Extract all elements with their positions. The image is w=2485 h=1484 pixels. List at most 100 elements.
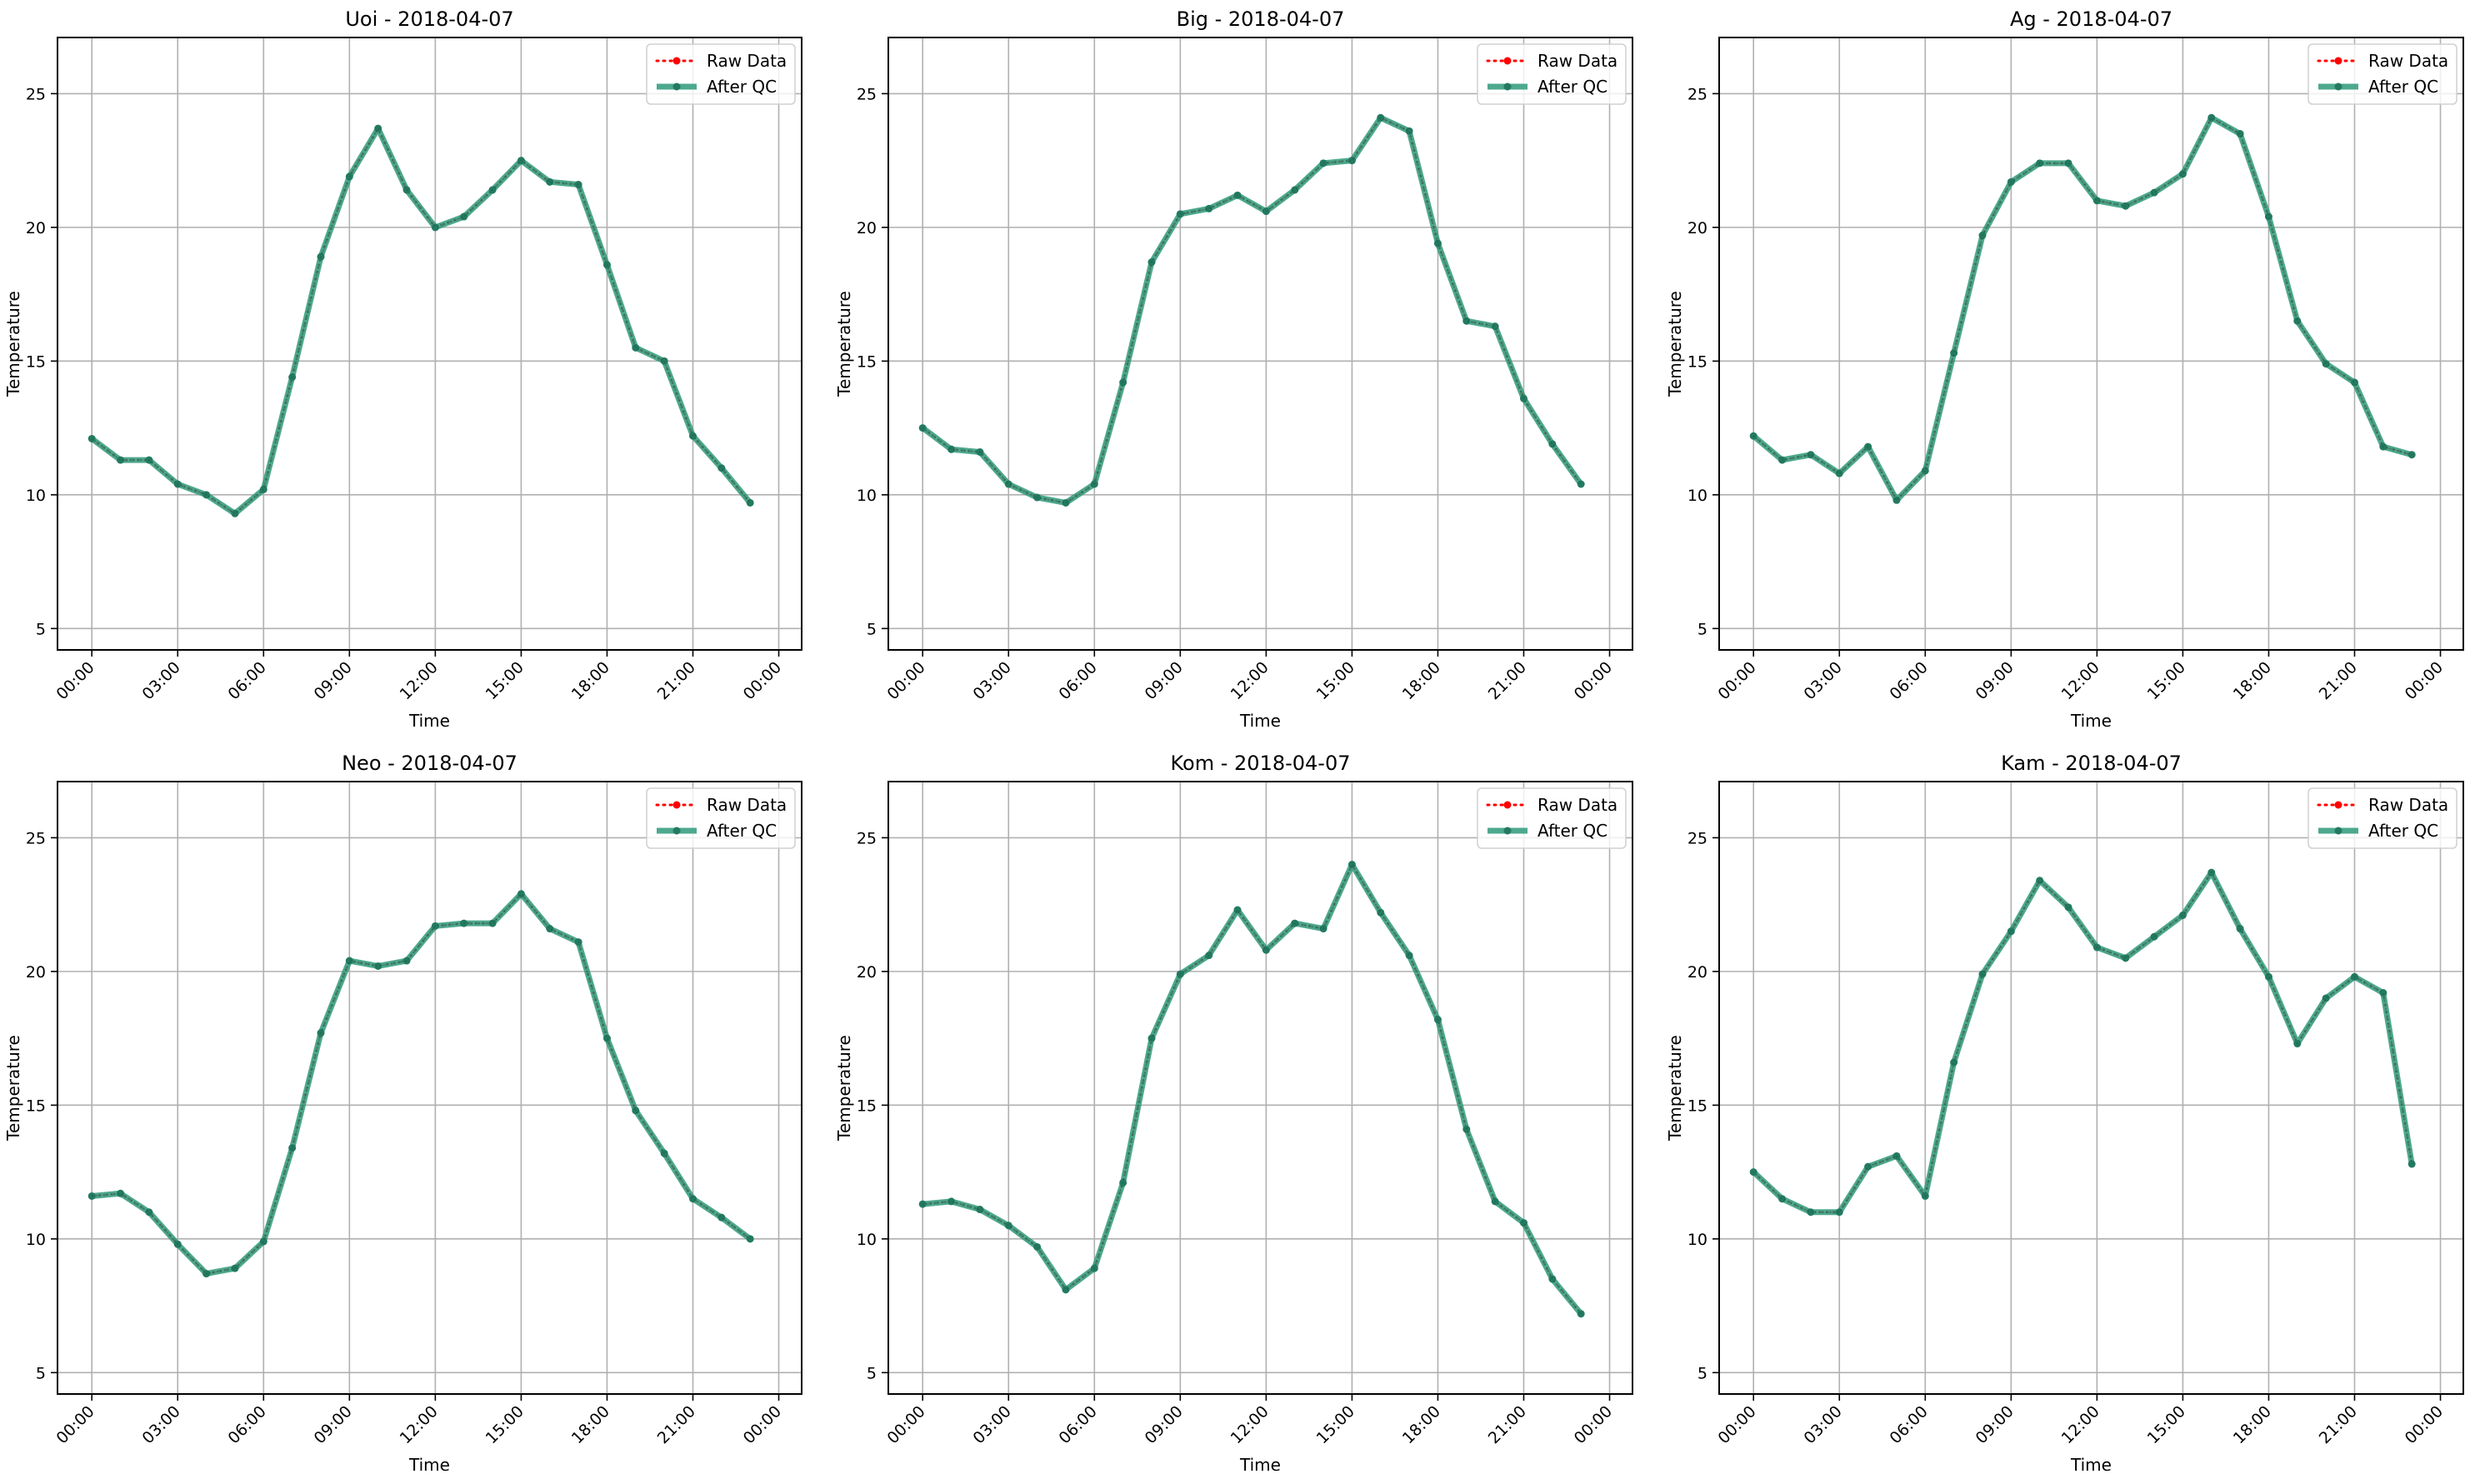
data-point-qc <box>1864 1162 1872 1171</box>
x-tick-label: 18:00 <box>1399 1402 1444 1447</box>
x-tick-label: 09:00 <box>1972 1402 2018 1447</box>
y-tick-label: 10 <box>26 1231 46 1249</box>
legend-label: Raw Data <box>2368 51 2448 71</box>
data-point-qc <box>288 1144 297 1152</box>
y-tick-label: 15 <box>1688 352 1708 371</box>
data-point-qc <box>1062 1286 1070 1294</box>
y-tick-label: 5 <box>867 1364 877 1382</box>
y-tick-label: 20 <box>857 963 877 982</box>
legend: Raw Data After QC <box>1477 787 1627 849</box>
x-tick-label: 03:00 <box>970 1402 1015 1447</box>
data-point-qc <box>948 445 956 453</box>
y-tick-label: 20 <box>1688 963 1708 982</box>
data-point-qc <box>1835 1208 1843 1217</box>
y-tick-label: 5 <box>1698 1364 1708 1382</box>
y-tick-label: 15 <box>26 352 46 371</box>
y-tick-label: 25 <box>1688 85 1708 103</box>
data-point-qc <box>117 1189 125 1197</box>
data-point-qc <box>1433 239 1442 247</box>
legend-marker-after-qc <box>2334 82 2342 91</box>
panel-title: Big - 2018-04-07 <box>1177 7 1345 31</box>
y-tick-label: 25 <box>857 85 877 103</box>
data-point-qc <box>2178 170 2187 178</box>
data-point-qc <box>2322 994 2330 1002</box>
data-point-qc <box>2036 877 2044 885</box>
x-tick-label: 12:00 <box>2058 658 2103 703</box>
x-tick-label: 12:00 <box>1228 1402 1272 1447</box>
legend: Raw Data After QC <box>2308 787 2458 849</box>
x-tick-label: 15:00 <box>2144 1402 2189 1447</box>
panel-title: Kam - 2018-04-07 <box>2001 752 2182 775</box>
data-point-qc <box>231 1264 239 1272</box>
data-point-qc <box>1348 157 1356 165</box>
data-point-qc <box>546 925 554 933</box>
data-point-qc <box>1405 952 1413 960</box>
x-tick-label: 03:00 <box>139 658 184 703</box>
x-tick-label: 12:00 <box>397 658 442 703</box>
x-tick-label: 21:00 <box>654 1402 699 1447</box>
legend-marker-after-qc <box>1503 827 1512 835</box>
data-point-qc <box>1405 127 1413 135</box>
series-raw-overlay <box>92 892 751 1275</box>
x-tick-label: 18:00 <box>2230 1402 2275 1447</box>
data-point-qc <box>1148 1034 1156 1042</box>
data-point-qc <box>546 177 554 186</box>
data-point-qc <box>1921 467 1929 475</box>
x-tick-label: 00:00 <box>2402 1402 2447 1447</box>
legend-label: After QC <box>2368 77 2438 97</box>
legend-label: After QC <box>707 77 777 97</box>
plot-area-frame <box>57 781 802 1395</box>
x-axis-label: Time <box>1239 711 1281 731</box>
y-axis-label: Temperature <box>834 291 854 397</box>
y-axis-label: Temperature <box>3 291 23 397</box>
data-point-qc <box>2178 911 2187 919</box>
data-point-qc <box>1004 480 1012 488</box>
data-point-qc <box>460 212 468 221</box>
data-point-qc <box>1892 1152 1901 1160</box>
legend-marker-raw-data <box>2334 57 2342 65</box>
y-tick-label: 10 <box>1688 1231 1708 1249</box>
y-tick-label: 10 <box>857 1231 877 1249</box>
data-point-qc <box>431 922 439 930</box>
data-point-qc <box>2150 188 2158 197</box>
legend: Raw Data After QC <box>1477 43 1627 105</box>
data-point-qc <box>1348 860 1356 868</box>
x-tick-label: 03:00 <box>1801 658 1846 703</box>
series-line-raw-data <box>90 892 752 1276</box>
x-tick-label: 15:00 <box>1313 1402 1358 1447</box>
data-point-qc <box>976 1206 984 1214</box>
x-tick-label: 06:00 <box>1056 658 1101 703</box>
legend-label: After QC <box>1538 821 1608 841</box>
data-point-qc <box>2350 378 2358 387</box>
x-tick-label: 00:00 <box>1714 1402 1759 1447</box>
y-tick-label: 5 <box>867 620 877 638</box>
legend-label: After QC <box>707 821 777 841</box>
data-point-qc <box>1262 207 1270 216</box>
y-tick-label: 5 <box>36 1364 46 1382</box>
data-point-qc <box>602 1034 611 1042</box>
data-point-qc <box>1778 456 1787 464</box>
x-tick-label: 06:00 <box>1056 1402 1101 1447</box>
series-line-raw-data <box>90 125 752 516</box>
x-tick-label: 18:00 <box>568 1402 613 1447</box>
data-point-qc <box>431 223 439 232</box>
data-point-qc <box>1577 1310 1585 1318</box>
x-tick-label: 21:00 <box>654 658 699 703</box>
legend-label: After QC <box>1538 77 1608 97</box>
x-tick-label: 06:00 <box>1887 1402 1932 1447</box>
data-point-qc <box>1950 1058 1958 1067</box>
y-tick-label: 5 <box>36 620 46 638</box>
x-tick-label: 00:00 <box>52 1402 98 1447</box>
x-tick-label: 00:00 <box>1714 658 1759 703</box>
data-point-qc <box>1491 322 1499 331</box>
x-tick-label: 12:00 <box>397 1402 442 1447</box>
legend: Raw Data After QC <box>2308 43 2458 105</box>
data-point-qc <box>1062 498 1070 507</box>
data-point-qc <box>517 890 525 898</box>
data-point-qc <box>117 456 125 464</box>
data-point-qc <box>2150 932 2158 941</box>
data-point-qc <box>1462 317 1471 325</box>
data-point-qc <box>1577 480 1585 488</box>
data-point-qc <box>2092 197 2101 205</box>
x-tick-label: 09:00 <box>1142 658 1187 703</box>
